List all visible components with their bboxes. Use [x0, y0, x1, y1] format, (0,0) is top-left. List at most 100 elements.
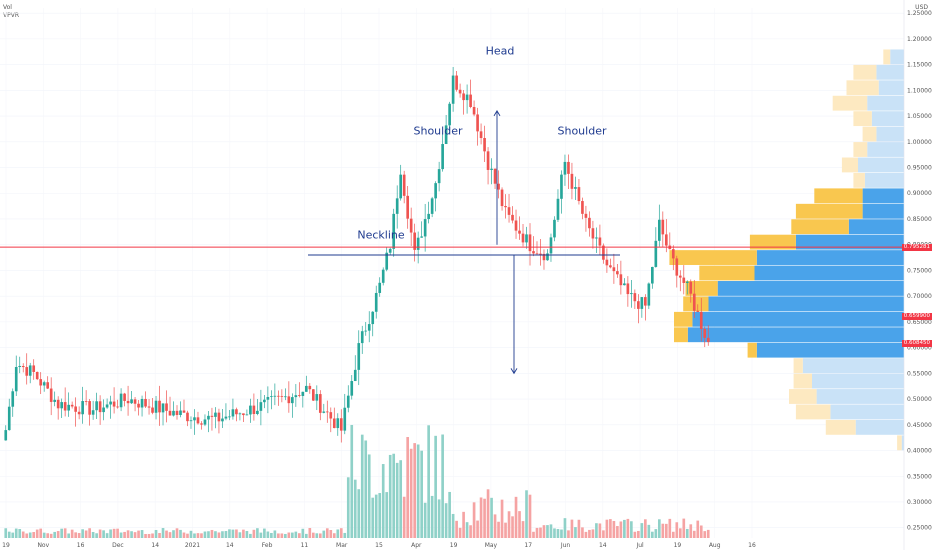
volume-bar [151, 533, 154, 538]
time-tick-label: Mar [336, 542, 348, 549]
volume-bar [626, 518, 630, 538]
volume-bar [193, 533, 196, 538]
candle-body [364, 330, 368, 332]
profile-bar-down [876, 126, 904, 142]
volume-bar [221, 531, 224, 538]
volume-bar [633, 531, 637, 538]
time-tick-label: May [485, 542, 498, 549]
volume-bar [483, 498, 486, 538]
volume-bar [235, 529, 238, 538]
volume-bar [577, 519, 581, 538]
volume-bar [179, 529, 182, 538]
candle-body [350, 381, 354, 396]
volume-bar [448, 491, 451, 538]
candle-body [126, 400, 130, 404]
time-tick-label: 14 [151, 542, 159, 549]
annotations: Head Shoulder Shoulder Neckline [0, 44, 904, 375]
volume-bar [259, 532, 263, 538]
volume-bar [616, 526, 619, 538]
candle-body [84, 401, 88, 402]
time-tick-label: 16 [748, 542, 756, 549]
candle-body [14, 367, 18, 392]
candle-body [46, 382, 50, 389]
candle-body [249, 405, 252, 415]
profile-bar-up [795, 404, 831, 420]
candle-body [437, 169, 441, 184]
candle-body [560, 174, 563, 199]
time-tick-label: 2021 [185, 542, 200, 549]
candle-body [98, 401, 102, 413]
price-axis[interactable]: 1.250000 1.200000 1.150000 1.100000 1.050000… [903, 0, 932, 550]
volume-bar [651, 531, 654, 538]
volume-bar [528, 494, 532, 538]
candle-body [458, 89, 462, 94]
price-tick-label: 1.250000 [907, 10, 932, 17]
time-axis[interactable]: 19 Nov 16 Dec 14 2021 14 Feb 11 Mar 15 Apr 19 May 17 Ju… [2, 542, 756, 549]
volume-bar [493, 514, 497, 538]
symbol-label: Vol [3, 4, 12, 11]
candle-body [273, 395, 277, 397]
profile-bar-down [901, 435, 904, 451]
candle-body [189, 420, 193, 422]
candle-body [595, 237, 598, 239]
profile-bar-up [853, 64, 877, 80]
volume-bar [231, 529, 235, 538]
candle-body [88, 401, 91, 415]
volume-bar [699, 525, 703, 538]
volume-bar [88, 528, 91, 538]
volume-bar [685, 528, 689, 538]
volume-bar [175, 528, 179, 538]
time-tick-label: 14 [599, 542, 607, 549]
profile-bar-down [795, 234, 904, 250]
candle-body [175, 410, 179, 415]
profile-bar-down [754, 265, 904, 281]
candle-body [409, 218, 413, 233]
candle-body [308, 385, 312, 390]
candle-body [574, 187, 577, 189]
volume-bar [378, 493, 382, 538]
candle-body [263, 399, 266, 403]
time-tick-label: Jun [560, 542, 571, 549]
candle-body [322, 411, 326, 413]
candle-body [605, 259, 609, 266]
volume-bar [696, 520, 700, 538]
profile-bar-up [853, 142, 868, 157]
candle-body [304, 385, 308, 392]
volume-bar [539, 527, 542, 538]
price-tag: 0.795281 [901, 243, 932, 251]
volume-bar [360, 434, 364, 538]
candle-body [277, 395, 280, 397]
volume-bar [682, 518, 686, 538]
candle-body [270, 396, 273, 398]
candle-body [161, 403, 165, 413]
candle-body [284, 396, 287, 398]
volume-bar [308, 528, 312, 538]
volume-bar [67, 533, 70, 538]
candle-body [353, 369, 357, 382]
candle-body [200, 423, 203, 425]
volume-bar [430, 495, 434, 538]
candle-body [696, 310, 700, 312]
candle-body [266, 396, 270, 400]
profile-bar-down [848, 219, 904, 235]
candle-body [165, 403, 168, 411]
candle-body [448, 103, 451, 126]
volume-profile [669, 49, 904, 451]
volume-bar [165, 530, 168, 538]
volume-bar [207, 531, 210, 538]
candle-body [18, 365, 22, 368]
volume-bar [462, 511, 465, 538]
volume-bar [609, 519, 612, 538]
candle-body [301, 391, 305, 396]
candle-body [392, 213, 396, 249]
profile-bar-down [864, 172, 904, 188]
candle-body [91, 410, 95, 415]
candle-body [623, 283, 626, 286]
